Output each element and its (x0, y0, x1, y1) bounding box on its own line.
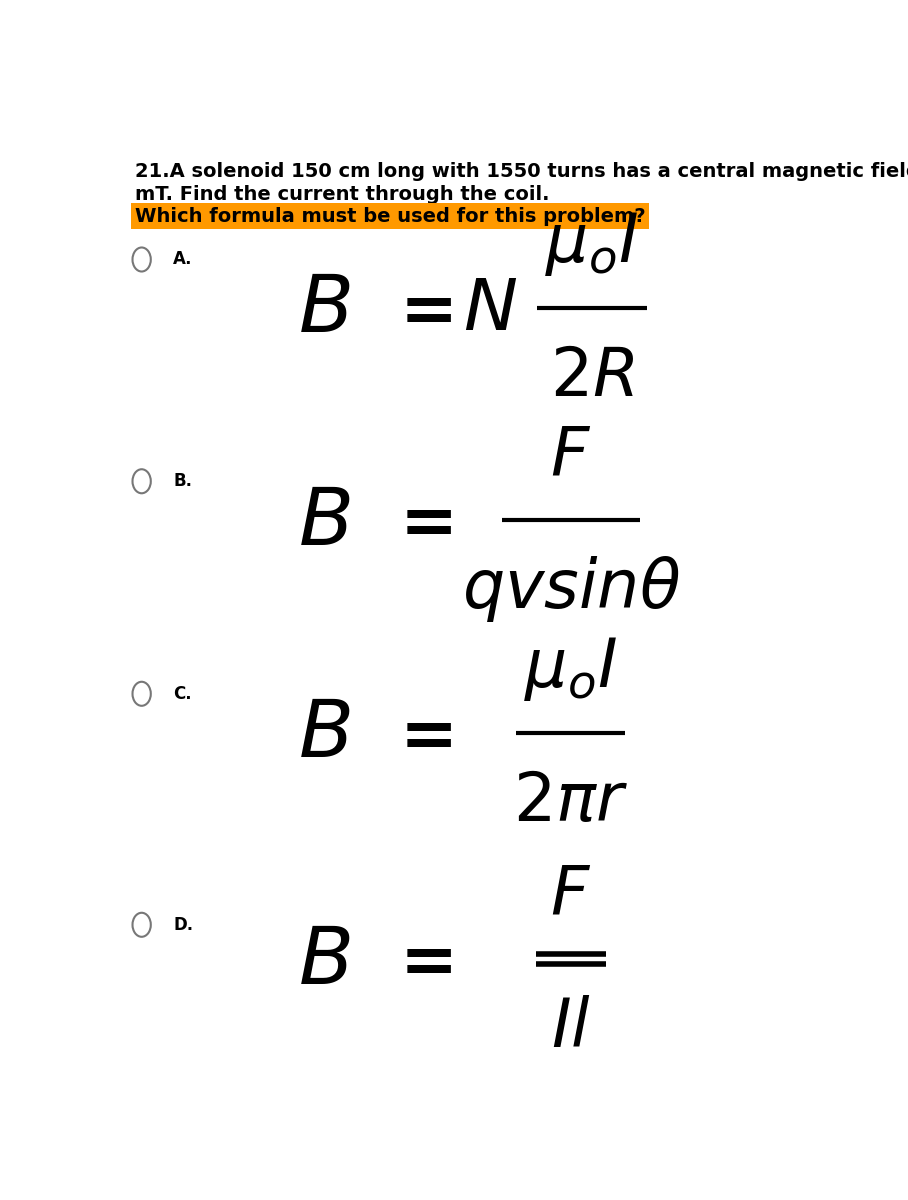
Text: $\mathbf{=}$: $\mathbf{=}$ (387, 929, 453, 995)
Text: $\mathit{2\pi r}$: $\mathit{2\pi r}$ (513, 769, 628, 835)
Text: $\mathit{\mu_o I}$: $\mathit{\mu_o I}$ (546, 210, 638, 277)
Text: $\mathit{qvsin\theta}$: $\mathit{qvsin\theta}$ (461, 554, 680, 624)
Text: $\mathbf{\mathit{B}}$: $\mathbf{\mathit{B}}$ (299, 923, 350, 1001)
Text: $\mathit{Il}$: $\mathit{Il}$ (551, 995, 591, 1061)
Text: $\mathit{F}$: $\mathit{F}$ (550, 863, 591, 929)
Text: $\mathbf{\mathit{B}}$: $\mathbf{\mathit{B}}$ (299, 271, 350, 349)
Text: A.: A. (173, 251, 192, 269)
Text: B.: B. (173, 473, 192, 491)
Text: $\mathbf{\mathit{B}}$: $\mathbf{\mathit{B}}$ (299, 484, 350, 562)
Text: D.: D. (173, 916, 193, 934)
Text: $\mathbf{=}$: $\mathbf{=}$ (387, 277, 453, 344)
Text: mT. Find the current through the coil.: mT. Find the current through the coil. (134, 185, 549, 204)
Text: $\mathbf{=}$: $\mathbf{=}$ (387, 702, 453, 769)
Text: $\mathit{2R}$: $\mathit{2R}$ (550, 344, 634, 410)
Text: $\mathbf{\mathit{B}}$: $\mathbf{\mathit{B}}$ (299, 696, 350, 774)
Text: Which formula must be used for this problem?: Which formula must be used for this prob… (134, 206, 646, 226)
Text: $\mathbf{=}$: $\mathbf{=}$ (387, 490, 453, 557)
Text: $\mathit{F}$: $\mathit{F}$ (550, 424, 591, 490)
Text: $\mathit{\mu_o I}$: $\mathit{\mu_o I}$ (524, 635, 617, 703)
Text: C.: C. (173, 685, 192, 703)
Text: $\mathbf{\mathit{N}}$: $\mathbf{\mathit{N}}$ (463, 276, 517, 344)
Text: 21.A solenoid 150 cm long with 1550 turns has a central magnetic field of 1.50: 21.A solenoid 150 cm long with 1550 turn… (134, 162, 908, 181)
